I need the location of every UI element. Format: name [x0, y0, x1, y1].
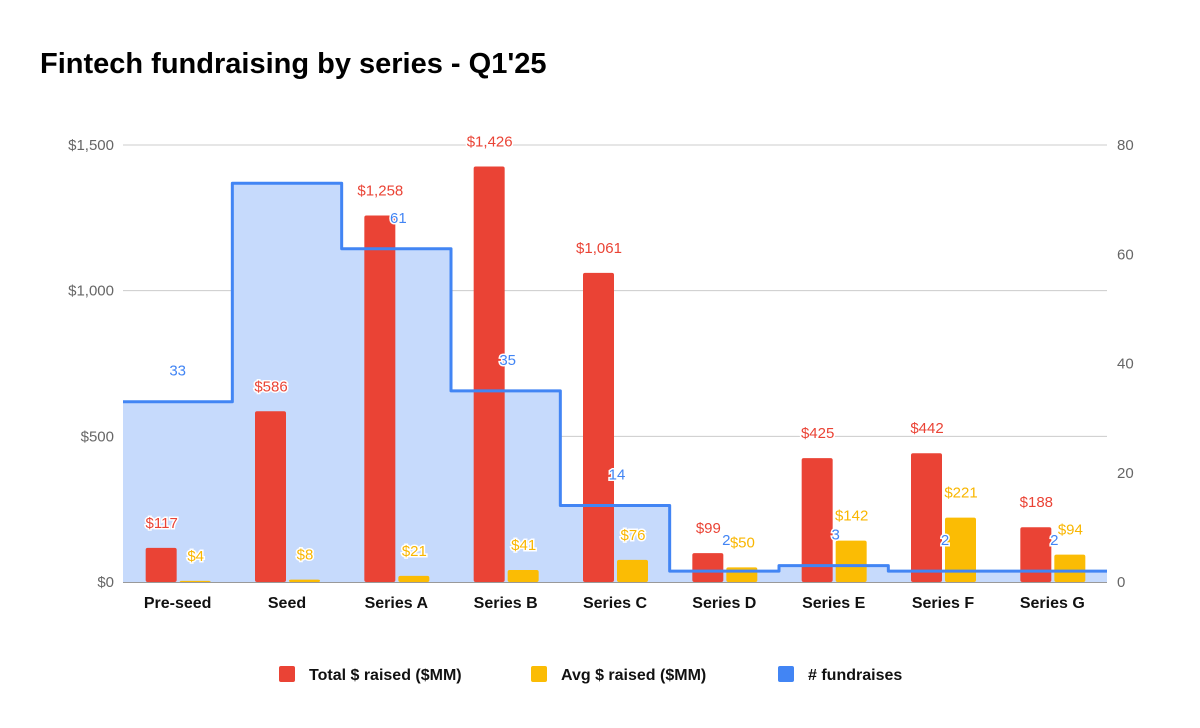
avg-raised-bar	[179, 580, 211, 582]
chart-title: Fintech fundraising by series - Q1'25	[40, 48, 547, 80]
category-label: Series A	[365, 595, 429, 612]
category-label: Pre-seed	[144, 595, 212, 612]
right-tick-label: 40	[1117, 356, 1134, 373]
avg-raised-label: $94	[1058, 522, 1083, 539]
avg-raised-label: $50	[730, 534, 755, 551]
category-label: Series G	[1020, 595, 1085, 612]
fundraises-label: 2	[722, 532, 730, 549]
left-tick-label: $0	[97, 574, 114, 591]
right-tick-label: 20	[1117, 465, 1134, 482]
fundraises-label: 35	[499, 352, 516, 369]
avg-raised-bar	[617, 559, 648, 582]
fundraises-line	[123, 181, 1107, 573]
total-raised-bar	[911, 453, 942, 582]
total-raised-bar	[364, 215, 396, 582]
avg-raised-label: $221	[944, 485, 977, 502]
category-label: Series C	[583, 595, 647, 612]
avg-raised-bar	[835, 540, 867, 582]
legend-swatch	[778, 666, 794, 682]
category-label: Series E	[802, 595, 865, 612]
total-raised-label: $1,258	[357, 183, 403, 200]
avg-raised-label: $76	[620, 527, 645, 544]
total-raised-bar	[145, 547, 177, 582]
legend-label: Avg $ raised ($MM)	[561, 667, 706, 684]
avg-raised-label: $142	[835, 508, 868, 525]
category-label: Series D	[692, 595, 756, 612]
avg-raised-bar	[507, 570, 539, 582]
total-raised-bar	[255, 411, 286, 582]
avg-raised-bar	[1054, 554, 1086, 582]
fundraises-label: 3	[831, 527, 839, 544]
total-raised-label: $425	[801, 425, 834, 442]
category-label: Seed	[268, 595, 306, 612]
total-raised-label: $1,426	[467, 134, 513, 151]
total-raised-label: $188	[1020, 494, 1053, 511]
total-raised-bar	[801, 458, 833, 582]
right-tick-label: 60	[1117, 246, 1134, 263]
avg-raised-label: $21	[402, 543, 427, 560]
total-raised-bar	[1020, 527, 1052, 582]
legend-label: Total $ raised ($MM)	[309, 667, 462, 684]
total-raised-label: $1,061	[576, 240, 622, 257]
left-tick-label: $1,500	[68, 137, 114, 154]
legend-label: # fundraises	[808, 667, 902, 684]
category-label: Series F	[912, 595, 974, 612]
fundraises-label: 61	[390, 210, 407, 227]
avg-raised-bar	[945, 517, 976, 582]
left-tick-label: $500	[81, 428, 114, 445]
fundraises-label: 2	[941, 532, 949, 549]
total-raised-bar	[473, 166, 505, 583]
avg-raised-label: $8	[297, 547, 314, 564]
right-tick-label: 0	[1117, 574, 1125, 591]
right-tick-label: 80	[1117, 137, 1134, 154]
legend-swatch	[279, 666, 295, 682]
total-raised-label: $99	[696, 520, 721, 537]
total-raised-bar	[583, 272, 614, 582]
fundraises-label: 14	[609, 467, 626, 484]
legend-swatch	[531, 666, 547, 682]
fundraises-label: 33	[169, 363, 186, 380]
total-raised-label: $117	[146, 515, 178, 532]
avg-raised-bar	[398, 575, 430, 582]
avg-raised-bar	[289, 579, 320, 582]
total-raised-bar	[692, 553, 724, 582]
total-raised-label: $586	[254, 378, 287, 395]
avg-raised-label: $41	[511, 537, 536, 554]
avg-raised-label: $4	[187, 548, 204, 565]
left-tick-label: $1,000	[68, 283, 114, 300]
category-label: Series B	[474, 595, 538, 612]
total-raised-label: $442	[910, 420, 943, 437]
fundraises-label: 2	[1050, 532, 1058, 549]
